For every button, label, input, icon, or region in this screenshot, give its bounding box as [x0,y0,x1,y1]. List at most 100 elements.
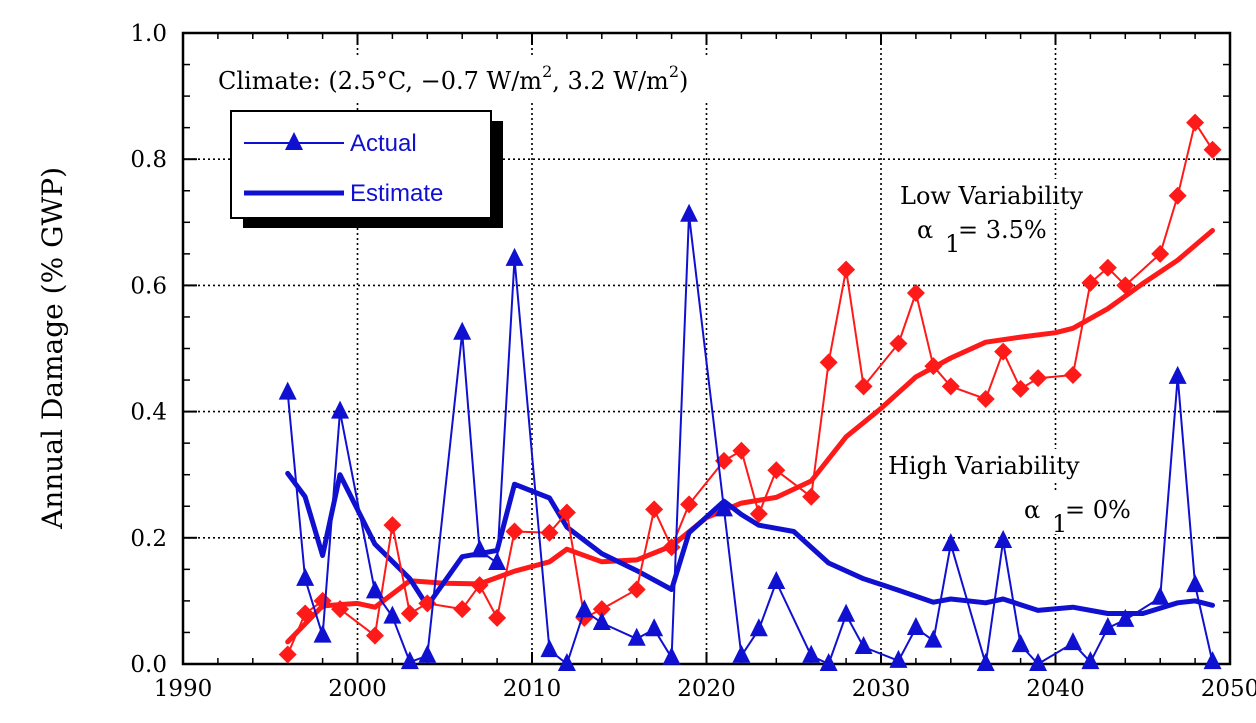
high-variability-point [505,247,524,266]
y-tick-label: 1.0 [130,21,167,47]
low-variability-point [1011,379,1030,398]
high-variability-point [540,639,559,658]
low-variability-point [1151,244,1170,263]
high-variability-point [819,653,838,671]
axis-tick-labels: 1990 2000 2010 2020 2030 2040 2050 0.0 0.2 0.4 0.6… [130,21,1256,702]
legend-actual-marker [285,132,303,150]
high-variability-point [1098,617,1117,636]
high-variability-point [383,605,402,624]
low-variability-point [557,503,576,522]
low-variability-point [505,522,524,541]
high-variability-point [802,644,821,663]
low-variability-bg [893,179,1143,209]
low-variability-point [819,353,838,372]
high-variability-point [732,644,751,663]
x-tick-label: 2040 [1026,676,1085,702]
high-variability-point [767,570,786,589]
low-variability-point [854,377,873,396]
low-alpha-symbol: α [917,216,933,244]
y-tick-label: 0.8 [130,147,167,173]
low-alpha-subscript: 1 [945,230,960,258]
y-tick-label: 0.2 [130,526,167,552]
low-variability-point [453,600,472,619]
high-variability-point [365,580,384,599]
y-tick-label: 0.0 [130,652,167,678]
high-variability-point [296,567,315,586]
low-variability-point [278,645,297,664]
low-variability-point [627,580,646,599]
legend-estimate-label: Estimate [350,180,443,207]
low-variability-point [383,516,402,535]
y-tick-label: 0.6 [130,273,167,299]
high-variability-point [1081,651,1100,670]
high-alpha-value: = 0% [1065,496,1131,524]
low-variability-point [592,600,611,619]
low-variability-point [994,342,1013,361]
climate-text-3: ) [679,67,688,95]
high-variability-point [557,653,576,671]
high-alpha-symbol: α [1024,496,1040,524]
low-variability-point [645,500,664,519]
low-variability-point [837,260,856,279]
high-variability-point [1063,632,1082,651]
low-alpha-value: = 3.5% [958,216,1047,244]
low-variability-point [976,389,995,408]
low-variability-point [400,604,419,623]
legend: Actual Estimate [230,110,503,228]
high-variability-point [889,649,908,668]
high-variability-point [1116,608,1135,627]
x-tick-label: 2020 [677,676,736,702]
high-variability-point [714,498,733,517]
high-variability-point [331,400,350,419]
low-variability-point [767,461,786,480]
y-axis-label: Annual Damage (% GWP) [36,167,69,530]
climate-superscript-1: 2 [542,62,552,81]
low-variability-estimate-line [285,228,1215,645]
high-variability-point [627,627,646,646]
low-variability-point [1029,369,1048,388]
low-variability-point [749,504,768,523]
climate-text-2: , 3.2 W/m [552,67,669,95]
y-tick-label: 0.4 [130,400,167,426]
high-variability-estimate-line [285,470,1215,616]
low-variability-point [365,626,384,645]
high-variability-point [662,646,681,665]
low-variability-point [924,357,943,376]
low-variability-point [732,441,751,460]
low-variability-point [1203,140,1222,159]
high-variability-point [976,653,995,671]
low-variability-point [906,283,925,302]
x-tick-label: 2010 [503,676,562,702]
x-tick-label: 1990 [154,676,213,702]
low-variability-point [313,591,332,610]
high-alpha-subscript: 1 [1052,510,1067,538]
high-variability-point [749,618,768,637]
high-variability-bg [882,449,1144,481]
high-variability-point [941,533,960,552]
low-variability-point [1116,276,1135,295]
high-variability-label: High Variability [888,452,1080,480]
high-alpha-bg [1017,492,1139,534]
grid-lines [183,33,1230,664]
x-tick-label: 2050 [1201,676,1256,702]
high-variability-point [837,603,856,622]
climate-superscript-2: 2 [669,62,679,81]
low-variability-point [296,604,315,623]
high-variability-point [470,539,489,558]
low-variability-point [540,523,559,542]
high-variability-point [1151,586,1170,605]
high-variability-point [575,599,594,618]
high-variability-point [854,635,873,654]
x-tick-label: 2000 [328,676,387,702]
climate-annotation-bg [212,55,807,103]
high-variability-point [645,618,664,637]
low-variability-point [488,608,507,627]
low-variability-point [1186,113,1205,132]
low-variability-point [1063,366,1082,385]
low-variability-point [470,576,489,595]
climate-text-1: Climate: (2.5°C, −0.7 W/m [218,67,542,95]
low-variability-point [1081,273,1100,292]
series-layer [278,113,1222,671]
low-variability-point [941,377,960,396]
